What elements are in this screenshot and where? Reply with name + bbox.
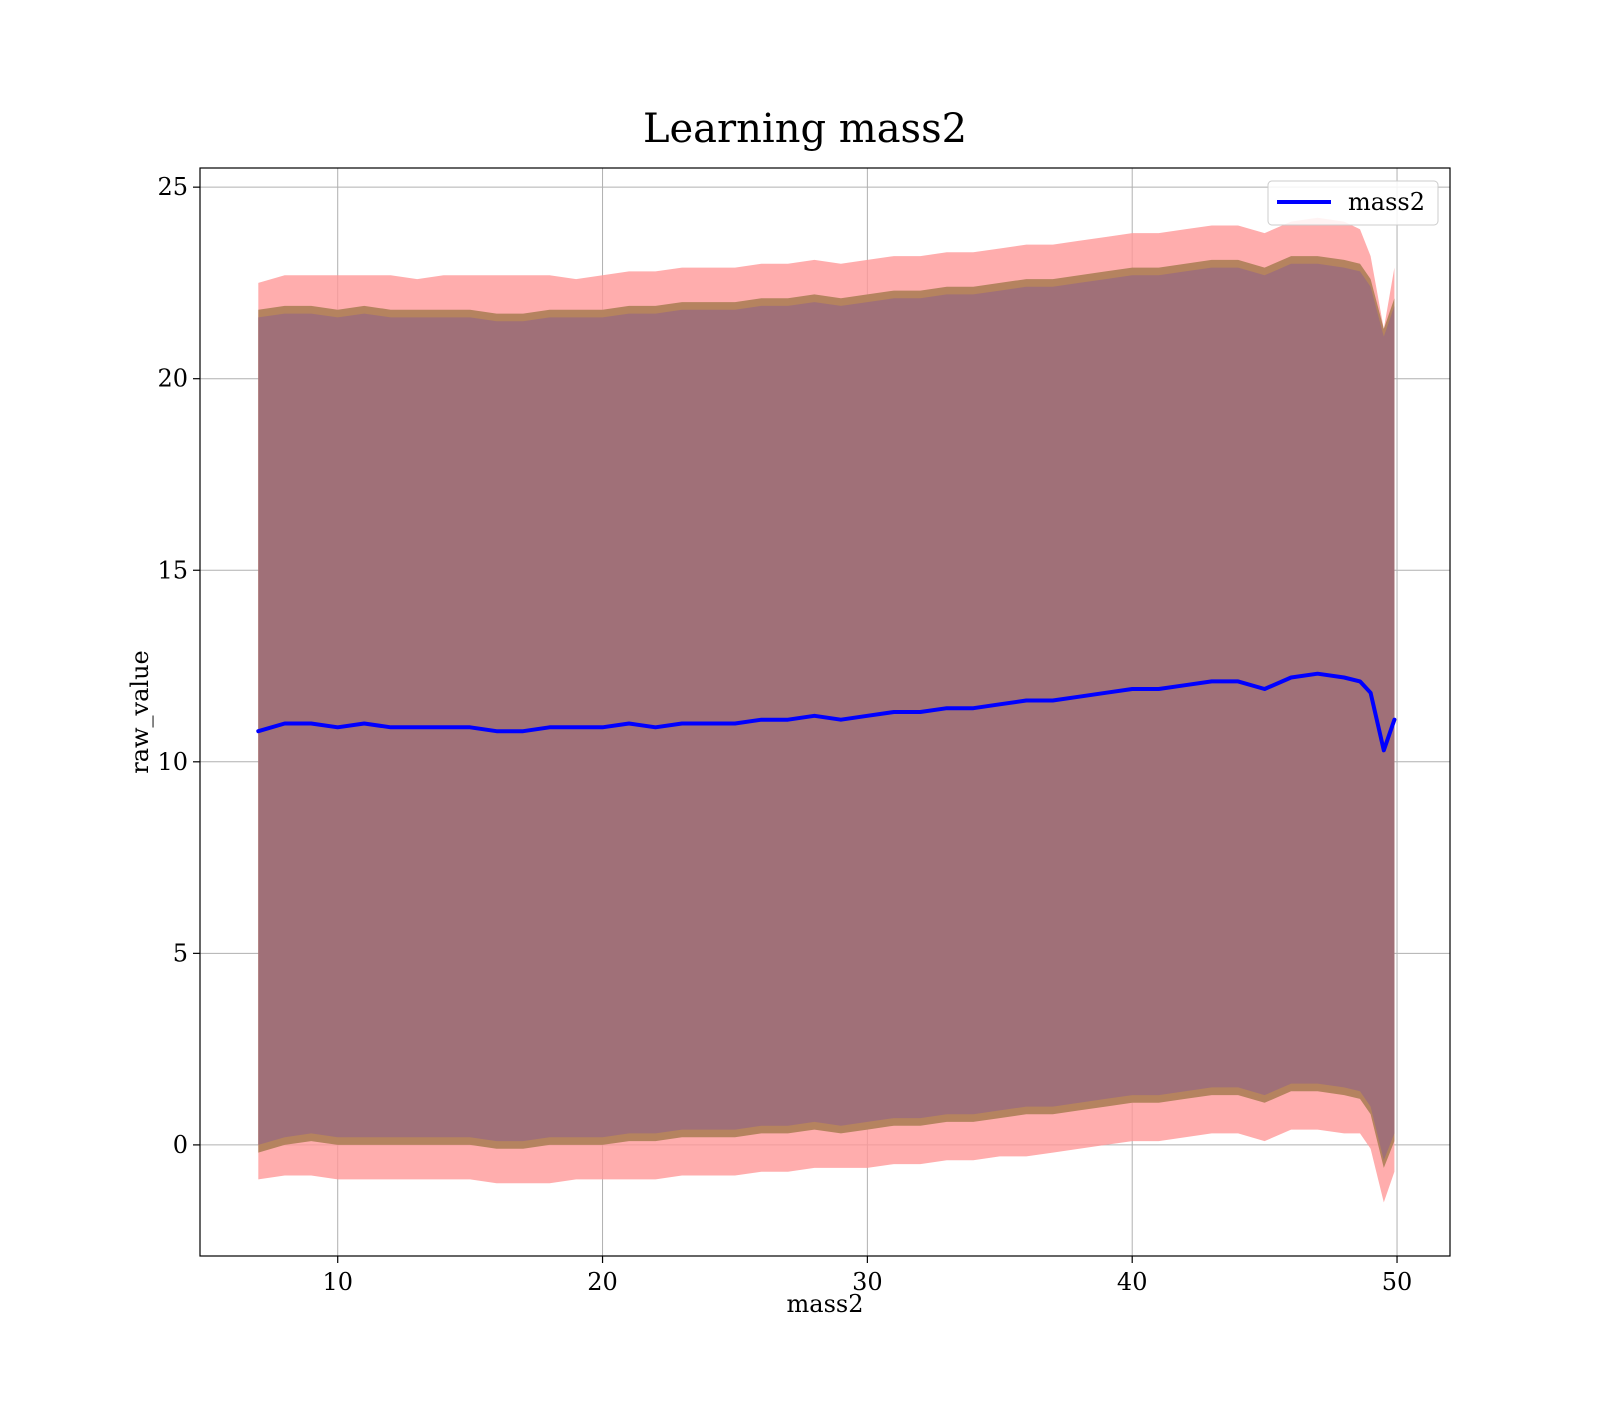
y-tick-label: 20	[157, 365, 188, 393]
x-tick-label: 10	[322, 1268, 353, 1296]
y-axis-label: raw_value	[126, 650, 154, 774]
y-tick-label: 10	[157, 748, 188, 776]
x-axis-label: mass2	[787, 1290, 864, 1318]
x-tick-label: 50	[1382, 1268, 1413, 1296]
legend: mass2	[1267, 180, 1439, 226]
axis-ticks: 10 20 30 40 50 0 5 10 15 20 25	[157, 173, 1412, 1296]
x-tick-label: 30	[852, 1268, 883, 1296]
chart-title: Learning mass2	[643, 106, 967, 152]
legend-box	[1267, 180, 1439, 226]
y-tick-label: 15	[157, 556, 188, 584]
y-tick-label: 0	[173, 1131, 188, 1159]
confidence-bands	[258, 217, 1395, 1203]
x-tick-label: 40	[1117, 1268, 1148, 1296]
series-lines	[256, 671, 1397, 753]
plot-frame	[199, 167, 1451, 1257]
legend-label: mass2	[1348, 188, 1425, 216]
y-tick-label: 25	[157, 173, 188, 201]
series-line-mass2	[256, 671, 1397, 753]
band-inner	[258, 263, 1395, 1161]
y-tick-label: 5	[173, 939, 188, 967]
x-tick-label: 20	[587, 1268, 618, 1296]
